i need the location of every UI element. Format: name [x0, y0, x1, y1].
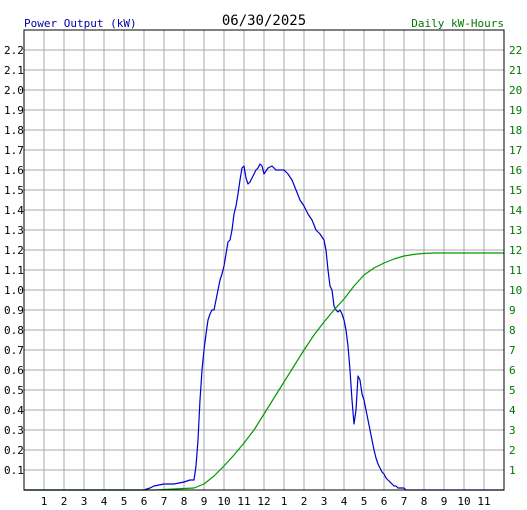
- right-y-tick-label: 11: [509, 264, 522, 277]
- left-y-tick-label: 0.6: [4, 364, 24, 377]
- x-tick-label: 1: [41, 495, 48, 508]
- right-y-tick-label: 14: [509, 204, 523, 217]
- x-tick-label: 11: [237, 495, 250, 508]
- left-y-tick-label: 1.7: [4, 144, 24, 157]
- left-y-tick-label: 1.9: [4, 104, 24, 117]
- x-tick-label: 2: [301, 495, 308, 508]
- x-tick-label: 10: [457, 495, 470, 508]
- left-y-tick-label: 1.6: [4, 164, 24, 177]
- x-tick-label: 8: [181, 495, 188, 508]
- right-y-tick-label: 21: [509, 64, 522, 77]
- right-y-tick-label: 17: [509, 144, 522, 157]
- plot-frame: [23, 29, 505, 491]
- x-tick-label: 4: [101, 495, 108, 508]
- right-y-tick-label: 1: [509, 464, 516, 477]
- right-y-tick-label: 22: [509, 44, 522, 57]
- left-y-tick-label: 2.1: [4, 64, 24, 77]
- x-tick-label: 3: [321, 495, 328, 508]
- daily-kwh-line: [24, 252, 504, 491]
- left-y-tick-label: 1.3: [4, 224, 24, 237]
- series-group: [24, 163, 504, 491]
- x-tick-label: 12: [257, 495, 270, 508]
- left-y-tick-label: 0.2: [4, 444, 24, 457]
- grid: [24, 30, 504, 490]
- x-tick-label: 5: [121, 495, 128, 508]
- left-y-tick-label: 1.5: [4, 184, 24, 197]
- left-y-tick-label: 2.2: [4, 44, 24, 57]
- chart-date-title: 06/30/2025: [222, 13, 306, 29]
- left-y-tick-label: 0.9: [4, 304, 24, 317]
- left-y-tick-label: 1.0: [4, 284, 24, 297]
- tick-labels: 0.1 0.2 0.3 0.4 0.5 0.6 0.7 0.8 0.9 1.0 1.1 1.2 1.3 1…: [4, 44, 523, 508]
- right-y-tick-label: 3: [509, 424, 516, 437]
- x-tick-label: 6: [141, 495, 148, 508]
- right-y-tick-label: 5: [509, 384, 516, 397]
- right-axis-title: Daily kW-Hours: [411, 17, 504, 30]
- left-y-tick-label: 1.1: [4, 264, 24, 277]
- right-y-tick-label: 8: [509, 324, 516, 337]
- x-tick-label: 9: [441, 495, 448, 508]
- right-y-tick-label: 12: [509, 244, 522, 257]
- left-y-tick-label: 0.5: [4, 384, 24, 397]
- left-y-tick-label: 1.4: [4, 204, 24, 217]
- x-tick-label: 9: [201, 495, 208, 508]
- right-y-tick-label: 20: [509, 84, 522, 97]
- left-axis-title: Power Output (kW): [24, 17, 137, 30]
- x-tick-label: 7: [161, 495, 168, 508]
- left-y-tick-label: 2.0: [4, 84, 24, 97]
- left-y-tick-label: 0.3: [4, 424, 24, 437]
- right-y-tick-label: 2: [509, 444, 516, 457]
- x-tick-label: 1: [281, 495, 288, 508]
- x-tick-label: 4: [341, 495, 348, 508]
- right-y-tick-label: 7: [509, 344, 516, 357]
- x-tick-label: 8: [421, 495, 428, 508]
- right-y-tick-label: 18: [509, 124, 522, 137]
- right-y-tick-label: 4: [509, 404, 516, 417]
- right-y-tick-label: 10: [509, 284, 522, 297]
- left-y-tick-label: 0.8: [4, 324, 24, 337]
- x-tick-label: 3: [81, 495, 88, 508]
- x-tick-label: 10: [217, 495, 230, 508]
- left-y-tick-label: 0.4: [4, 404, 24, 417]
- x-tick-label: 11: [477, 495, 490, 508]
- x-tick-label: 2: [61, 495, 68, 508]
- x-tick-label: 6: [381, 495, 388, 508]
- right-y-tick-label: 15: [509, 184, 522, 197]
- left-y-tick-label: 1.2: [4, 244, 24, 257]
- x-tick-label: 5: [361, 495, 368, 508]
- right-y-tick-label: 16: [509, 164, 522, 177]
- x-tick-label: 7: [401, 495, 408, 508]
- left-y-tick-label: 0.1: [4, 464, 24, 477]
- right-y-tick-label: 9: [509, 304, 516, 317]
- left-y-tick-label: 0.7: [4, 344, 24, 357]
- right-y-tick-label: 19: [509, 104, 522, 117]
- right-y-tick-label: 6: [509, 364, 516, 377]
- power-output-line: [24, 163, 504, 491]
- right-y-tick-label: 13: [509, 224, 522, 237]
- left-y-tick-label: 1.8: [4, 124, 24, 137]
